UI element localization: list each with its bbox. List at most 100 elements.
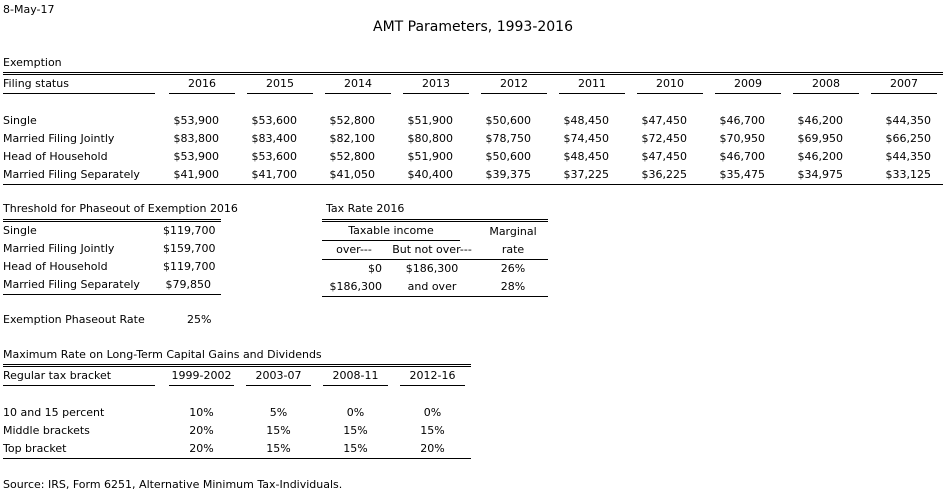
cell-value: $72,450 xyxy=(641,132,688,145)
year-header: 2011 xyxy=(553,74,631,94)
over-value: $0 xyxy=(368,262,382,275)
cell-value: $47,450 xyxy=(641,114,688,127)
cell-value: $52,800 xyxy=(329,150,376,163)
cell-value: $119,700 xyxy=(163,260,216,273)
cell-value: $78,750 xyxy=(485,132,532,145)
year-header: 2010 xyxy=(631,74,709,94)
year-header: 2015 xyxy=(241,74,319,94)
row-label: Single xyxy=(3,224,37,237)
rate-header: rate xyxy=(501,243,525,256)
rate-value: 26% xyxy=(500,262,526,275)
cell-value: 10% xyxy=(189,406,214,419)
cell-value: $33,125 xyxy=(885,168,932,181)
year-header: 2014 xyxy=(319,74,397,94)
cell-value: $41,900 xyxy=(173,168,220,181)
cell-value: $37,225 xyxy=(563,168,610,181)
threshold-title: Threshold for Phaseout of Exemption 2016 xyxy=(3,202,238,215)
table-row: Married Filing Jointly $83,800 $83,400 $82,… xyxy=(3,130,943,148)
tax-rate-table: Taxable income Marginal over--- But not ov… xyxy=(322,219,549,297)
cell-value: 15% xyxy=(343,442,368,455)
over-header: over--- xyxy=(336,243,372,256)
cell-value: $53,600 xyxy=(251,114,298,127)
source-note: Source: IRS, Form 6251, Alternative Mini… xyxy=(3,478,343,491)
cell-value: 15% xyxy=(420,424,445,437)
table-row: Middle brackets 20% 15% 15% 15% xyxy=(3,422,471,440)
cell-value: 20% xyxy=(189,424,214,437)
table-row: Single $119,700 xyxy=(3,221,221,241)
not-over-value: $186,300 xyxy=(405,262,459,275)
cell-value: $46,700 xyxy=(719,150,766,163)
cell-value: $69,950 xyxy=(797,132,844,145)
cell-value: $51,900 xyxy=(407,150,454,163)
period-header: 2008-11 xyxy=(317,366,394,386)
cell-value: $47,450 xyxy=(641,150,688,163)
cell-value: $53,600 xyxy=(251,150,298,163)
cell-value: $40,400 xyxy=(407,168,454,181)
table-row: $186,300 and over 28% xyxy=(322,278,549,297)
cell-value: $82,100 xyxy=(329,132,376,145)
taxable-income-header: Taxable income xyxy=(322,222,461,241)
table-row: Married Filing Jointly $159,700 xyxy=(3,240,221,258)
cell-value: $41,050 xyxy=(329,168,376,181)
not-over-value: and over xyxy=(407,280,457,293)
cell-value: $66,250 xyxy=(885,132,932,145)
cell-value: $34,975 xyxy=(797,168,844,181)
cell-value: $36,225 xyxy=(641,168,688,181)
cell-value: 20% xyxy=(189,442,214,455)
cell-value: $44,350 xyxy=(885,114,932,127)
row-label: Married Filing Jointly xyxy=(3,242,115,255)
cell-value: $46,200 xyxy=(797,114,844,127)
cell-value: 5% xyxy=(269,406,288,419)
table-row: Head of Household $119,700 xyxy=(3,258,221,276)
row-label: Married Filing Separately xyxy=(3,278,140,291)
cell-value: 15% xyxy=(343,424,368,437)
cell-value: $48,450 xyxy=(563,114,610,127)
table-row: Head of Household $53,900 $53,600 $52,800 $5… xyxy=(3,148,943,166)
row-label: Married Filing Separately xyxy=(3,168,140,181)
cell-value: $53,900 xyxy=(173,150,220,163)
year-header: 2007 xyxy=(865,74,943,94)
over-value: $186,300 xyxy=(329,280,383,293)
phaseout-rate-value: 25% xyxy=(187,313,212,326)
row-label: Head of Household xyxy=(3,260,108,273)
cell-value: $44,350 xyxy=(885,150,932,163)
row-label: Head of Household xyxy=(3,150,108,163)
cell-value: $46,200 xyxy=(797,150,844,163)
marginal-header: Marginal xyxy=(489,224,537,238)
capgains-table: Regular tax bracket 1999-2002 2003-07 2008-… xyxy=(3,364,471,459)
period-header: 1999-2002 xyxy=(163,366,240,386)
cell-value: $46,700 xyxy=(719,114,766,127)
exemption-section-title: Exemption xyxy=(3,56,62,69)
cell-value: $50,600 xyxy=(485,150,532,163)
date: 8-May-17 xyxy=(3,3,55,16)
page-title: AMT Parameters, 1993-2016 xyxy=(373,19,573,35)
cell-value: $52,800 xyxy=(329,114,376,127)
cell-value: 0% xyxy=(346,406,365,419)
filing-status-header: Filing status xyxy=(3,74,163,94)
table-row: Married Filing Separately $79,850 xyxy=(3,276,221,295)
capgains-title: Maximum Rate on Long-Term Capital Gains … xyxy=(3,348,322,361)
year-header: 2016 xyxy=(163,74,241,94)
row-label: Married Filing Jointly xyxy=(3,132,115,145)
table-row: Top bracket 20% 15% 15% 20% xyxy=(3,440,471,459)
table-row: Single $53,900 $53,600 $52,800 $51,900 $50,60… xyxy=(3,112,943,130)
cell-value: 15% xyxy=(266,442,291,455)
cell-value: $80,800 xyxy=(407,132,454,145)
threshold-table: Single $119,700 Married Filing Jointly $159… xyxy=(3,219,221,295)
cell-value: $79,850 xyxy=(165,278,212,291)
cell-value: $159,700 xyxy=(163,242,216,255)
table-row: 10 and 15 percent 10% 5% 0% 0% xyxy=(3,404,471,422)
cell-value: $74,450 xyxy=(563,132,610,145)
cell-value: $53,900 xyxy=(173,114,220,127)
cell-value: $39,375 xyxy=(485,168,532,181)
phaseout-rate-label: Exemption Phaseout Rate xyxy=(3,313,145,326)
row-label: Single xyxy=(3,114,37,127)
cell-value: $41,700 xyxy=(251,168,298,181)
row-label: Top bracket xyxy=(3,442,67,455)
year-header: 2013 xyxy=(397,74,475,94)
cell-value: $119,700 xyxy=(163,224,216,237)
row-label: 10 and 15 percent xyxy=(3,406,105,419)
year-header: 2008 xyxy=(787,74,865,94)
not-over-header: But not over--- xyxy=(392,243,472,256)
year-header: 2009 xyxy=(709,74,787,94)
